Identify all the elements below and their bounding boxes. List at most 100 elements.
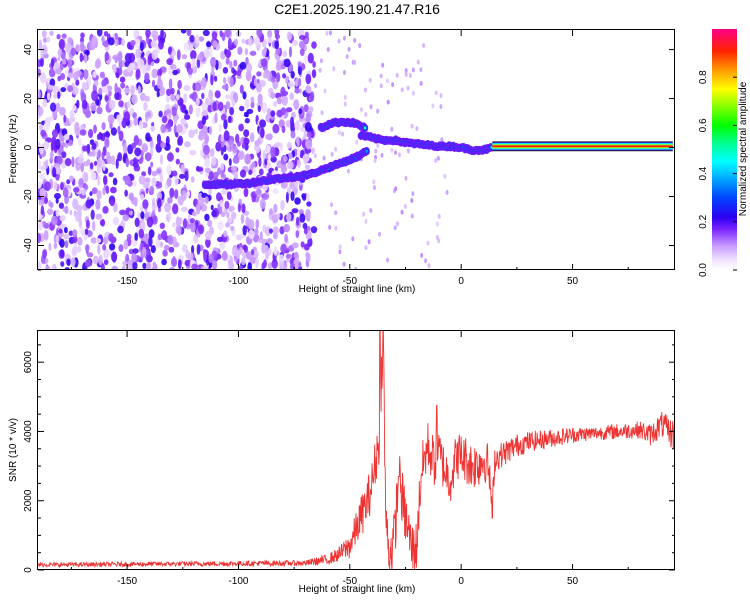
noise-cell — [181, 206, 188, 212]
noise-cell — [443, 173, 447, 179]
noise-cell — [201, 110, 209, 116]
noise-cell — [306, 131, 312, 138]
noise-cell — [166, 58, 173, 66]
noise-cell — [86, 159, 91, 165]
noise-cell — [257, 105, 261, 113]
noise-cell — [124, 189, 128, 197]
noise-cell — [223, 77, 227, 84]
noise-cell — [372, 185, 376, 191]
noise-cell — [282, 73, 287, 79]
noise-cell — [296, 136, 300, 148]
noise-cell — [93, 80, 99, 86]
noise-cell — [285, 120, 292, 128]
noise-cell — [158, 110, 163, 118]
noise-cell — [264, 226, 272, 236]
noise-cell — [183, 93, 188, 104]
noise-cell — [78, 217, 82, 228]
noise-cell — [329, 30, 332, 36]
noise-cell — [285, 107, 293, 113]
noise-cell — [267, 36, 273, 44]
noise-cell — [178, 259, 182, 270]
noise-cell — [241, 203, 246, 214]
noise-cell — [369, 208, 373, 213]
noise-cell — [115, 72, 120, 79]
noise-cell — [43, 141, 50, 150]
noise-cell — [119, 76, 126, 83]
noise-cell — [123, 239, 128, 250]
noise-cell — [229, 106, 235, 116]
noise-cell — [228, 205, 235, 212]
noise-cell — [97, 149, 102, 158]
noise-cell — [42, 30, 47, 38]
noise-cell — [111, 265, 118, 270]
noise-cell — [57, 91, 61, 100]
noise-cell — [184, 141, 191, 148]
noise-cell — [299, 35, 306, 40]
noise-cell — [174, 174, 179, 186]
noise-cell — [431, 103, 435, 109]
noise-cell — [237, 203, 241, 213]
noise-cell — [38, 172, 46, 180]
noise-cell — [386, 257, 390, 263]
noise-cell — [232, 156, 240, 164]
noise-cell — [426, 240, 430, 246]
noise-cell — [190, 222, 196, 233]
noise-cell — [308, 106, 314, 113]
noise-cell — [50, 102, 57, 112]
noise-cell — [286, 212, 292, 222]
noise-cell — [172, 69, 178, 76]
noise-cell — [55, 138, 61, 149]
noise-cell — [188, 104, 193, 115]
noise-cell — [194, 34, 200, 44]
noise-cell — [376, 143, 380, 149]
noise-cell — [223, 130, 230, 142]
noise-cell — [210, 204, 214, 211]
noise-cell — [84, 259, 92, 268]
noise-cell — [380, 152, 384, 158]
spec-y-tick-label: 0 — [23, 144, 34, 150]
noise-cell — [211, 210, 217, 218]
noise-cell — [147, 166, 152, 176]
noise-cell — [204, 167, 211, 173]
spectrogram-panel: -150 -100 -50 0 50 -40 -20 0 20 40 Height of stra… — [8, 29, 675, 295]
noise-cell — [50, 58, 55, 68]
noise-cell — [303, 228, 308, 235]
noise-cell — [49, 150, 54, 160]
noise-cell — [68, 230, 74, 236]
noise-cell — [276, 109, 283, 118]
noise-cell — [179, 173, 186, 179]
noise-cell — [73, 187, 80, 193]
snr-series-line — [38, 331, 675, 570]
noise-cell — [180, 117, 187, 126]
noise-cell — [235, 234, 243, 241]
noise-cell — [241, 257, 246, 266]
noise-cell — [191, 245, 195, 254]
noise-cell — [341, 131, 344, 137]
spectrogram-plot-area — [38, 30, 673, 270]
noise-cell — [241, 38, 246, 44]
trace-constant-band — [492, 145, 673, 148]
noise-cell — [165, 214, 169, 221]
noise-cell — [55, 208, 60, 217]
noise-cell — [148, 236, 153, 248]
noise-cell — [95, 213, 103, 220]
noise-cell — [64, 69, 70, 75]
noise-cell — [273, 101, 277, 107]
noise-cell — [272, 188, 279, 195]
noise-cell — [305, 73, 312, 85]
noise-cell — [53, 181, 58, 191]
noise-cell — [38, 232, 42, 244]
noise-cell — [194, 128, 199, 134]
noise-cell — [303, 131, 307, 140]
noise-cell — [86, 252, 94, 258]
noise-cell — [68, 58, 73, 66]
noise-cell — [167, 234, 174, 245]
noise-cell — [44, 196, 48, 204]
noise-cell — [385, 78, 389, 84]
noise-cell — [50, 139, 56, 151]
noise-cell — [364, 112, 368, 117]
noise-cell — [276, 160, 283, 169]
noise-cell — [228, 139, 234, 151]
noise-cell — [161, 115, 168, 124]
noise-cell — [176, 49, 181, 61]
